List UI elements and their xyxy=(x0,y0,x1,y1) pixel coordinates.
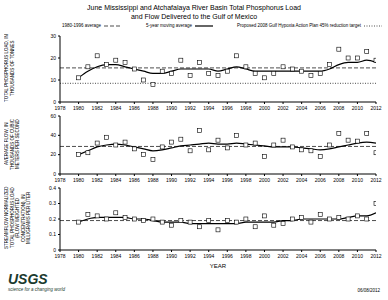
svg-text:2002: 2002 xyxy=(277,253,288,259)
svg-text:2012: 2012 xyxy=(370,105,380,111)
svg-text:1990: 1990 xyxy=(166,177,177,183)
html-text:1980-1996 average: 1980-1996 average xyxy=(62,23,101,28)
svg-text:2000: 2000 xyxy=(259,177,270,183)
svg-text:1986: 1986 xyxy=(129,177,140,183)
svg-text:2006: 2006 xyxy=(315,253,326,259)
svg-text:1988: 1988 xyxy=(147,105,158,111)
svg-text:60: 60 xyxy=(50,113,56,119)
svg-text:0: 0 xyxy=(53,247,56,253)
svg-text:1988: 1988 xyxy=(147,253,158,259)
svg-text:1986: 1986 xyxy=(129,105,140,111)
svg-text:0.1: 0.1 xyxy=(49,231,56,237)
svg-text:2012: 2012 xyxy=(370,253,380,259)
html-text:and Flow Delivered to the Gulf: and Flow Delivered to the Gulf of Mexico xyxy=(131,13,257,20)
svg-text:2008: 2008 xyxy=(333,177,344,183)
html-text:STREAMFLOW NORMALIZED TOTAL PH: STREAMFLOW NORMALIZED TOTAL PHOSPHORUS L… xyxy=(4,186,31,250)
svg-text:0.3: 0.3 xyxy=(49,200,56,206)
svg-text:1980: 1980 xyxy=(73,177,84,183)
svg-text:1998: 1998 xyxy=(240,177,251,183)
svg-text:20: 20 xyxy=(50,151,56,157)
svg-text:1982: 1982 xyxy=(92,105,103,111)
svg-text:1994: 1994 xyxy=(203,177,214,183)
svg-text:1978: 1978 xyxy=(54,177,65,183)
svg-text:30: 30 xyxy=(50,33,56,39)
svg-text:1984: 1984 xyxy=(110,253,121,259)
svg-text:2002: 2002 xyxy=(277,105,288,111)
html-text:June Mississippi and Atchafala: June Mississippi and Atchafalaya River B… xyxy=(87,4,301,11)
svg-text:1980: 1980 xyxy=(73,253,84,259)
svg-text:0: 0 xyxy=(53,99,56,105)
svg-text:1992: 1992 xyxy=(185,105,196,111)
svg-text:2004: 2004 xyxy=(296,253,307,259)
html-text:Proposed 2008 Gulf Hypoxia Act: Proposed 2008 Gulf Hypoxia Action Plan 4… xyxy=(236,23,361,28)
svg-text:1980: 1980 xyxy=(73,105,84,111)
svg-text:2010: 2010 xyxy=(352,253,363,259)
svg-text:0.2: 0.2 xyxy=(49,216,56,222)
svg-text:1982: 1982 xyxy=(92,253,103,259)
svg-text:1988: 1988 xyxy=(147,177,158,183)
svg-text:1984: 1984 xyxy=(110,105,121,111)
svg-text:1990: 1990 xyxy=(166,105,177,111)
svg-text:0: 0 xyxy=(53,171,56,177)
html-text:AVERAGE FLOW, IN THOUSANDS OF: AVERAGE FLOW, IN THOUSANDS OF CUBIC METE… xyxy=(4,118,20,170)
svg-text:YEAR: YEAR xyxy=(210,263,227,268)
svg-text:1992: 1992 xyxy=(185,253,196,259)
svg-text:40: 40 xyxy=(50,132,56,138)
html-text:science for a changing world: science for a changing world xyxy=(8,287,65,292)
svg-text:1998: 1998 xyxy=(240,253,251,259)
svg-text:2006: 2006 xyxy=(315,177,326,183)
svg-text:0.4: 0.4 xyxy=(49,185,56,191)
html-text:USGS: USGS xyxy=(8,271,48,287)
svg-text:1982: 1982 xyxy=(92,177,103,183)
html-text:06/08/2012: 06/08/2012 xyxy=(357,288,380,293)
svg-text:2008: 2008 xyxy=(333,105,344,111)
svg-text:2000: 2000 xyxy=(259,105,270,111)
html-text:5-year moving average: 5-year moving average xyxy=(146,23,192,28)
html-text:TOTAL PHOSPHORUS LOAD, IN THOU: TOTAL PHOSPHORUS LOAD, IN THOUSANDS OF T… xyxy=(4,34,15,102)
svg-text:1978: 1978 xyxy=(54,253,65,259)
svg-text:20: 20 xyxy=(50,55,56,61)
svg-text:2012: 2012 xyxy=(370,177,380,183)
svg-text:2000: 2000 xyxy=(259,253,270,259)
svg-text:1984: 1984 xyxy=(110,177,121,183)
svg-text:1994: 1994 xyxy=(203,253,214,259)
svg-text:1994: 1994 xyxy=(203,105,214,111)
svg-text:2002: 2002 xyxy=(277,177,288,183)
svg-text:10: 10 xyxy=(50,77,56,83)
svg-text:2010: 2010 xyxy=(352,177,363,183)
svg-text:1996: 1996 xyxy=(222,177,233,183)
svg-text:2010: 2010 xyxy=(352,105,363,111)
svg-text:1990: 1990 xyxy=(166,253,177,259)
svg-text:1986: 1986 xyxy=(129,253,140,259)
svg-text:2008: 2008 xyxy=(333,253,344,259)
svg-text:1998: 1998 xyxy=(240,105,251,111)
svg-text:1992: 1992 xyxy=(185,177,196,183)
svg-text:1996: 1996 xyxy=(222,105,233,111)
svg-text:2006: 2006 xyxy=(315,105,326,111)
svg-text:2004: 2004 xyxy=(296,105,307,111)
svg-text:1978: 1978 xyxy=(54,105,65,111)
svg-text:2004: 2004 xyxy=(296,177,307,183)
svg-text:1996: 1996 xyxy=(222,253,233,259)
